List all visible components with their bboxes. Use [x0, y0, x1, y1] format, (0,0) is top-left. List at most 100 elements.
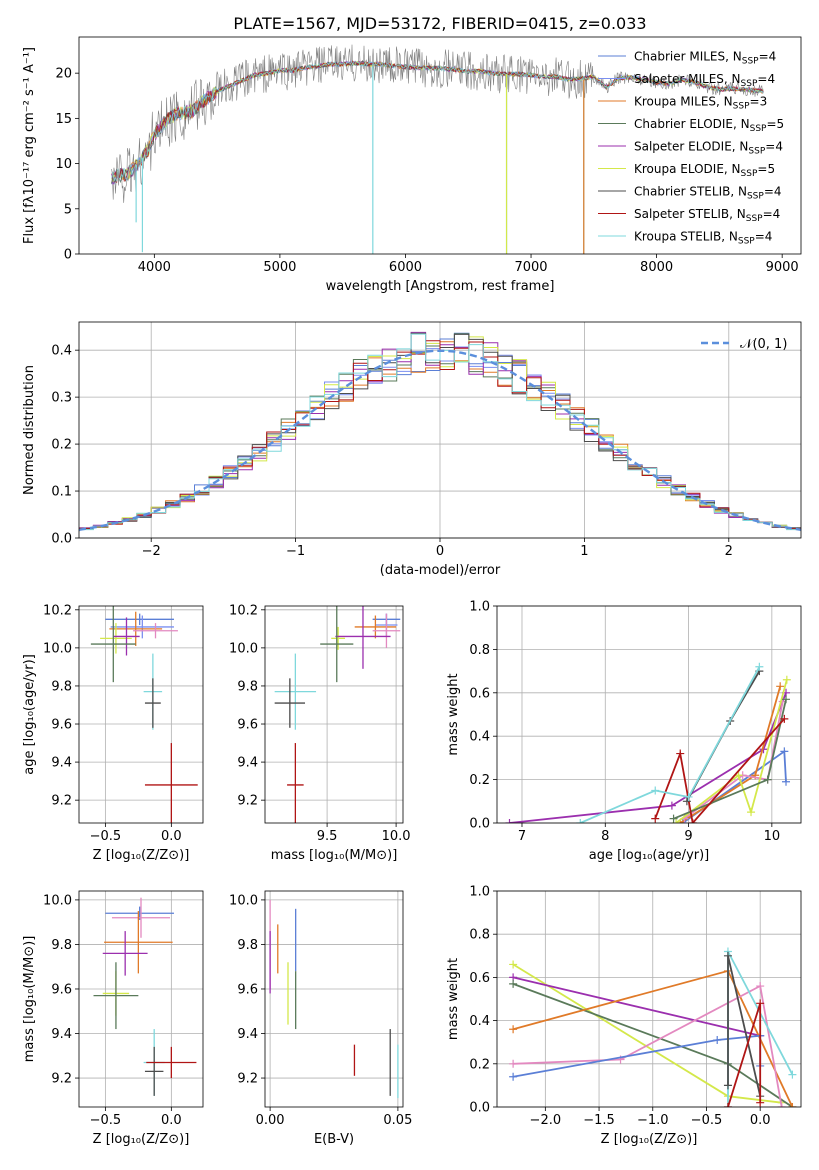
- panel-weight-vs-age: 7 8 9 10 0.0 0.2 0.4 0.6 0.8 1.0 age [log₁₀(age/yr…: [446, 600, 802, 863]
- axes-layer: 9.5 10.0 9.2 9.4 9.6 9.8 10.0 10.2 mass [log₁₀(M…: [229, 603, 411, 863]
- weight-point-marker: [734, 771, 743, 780]
- weight-point-marker: [788, 1070, 797, 1079]
- y-tick-label: 9.4: [237, 756, 258, 771]
- x-tick-label: 8000: [640, 260, 673, 275]
- legend-label: Chabrier STELIB, NSSP=4: [634, 185, 782, 202]
- weight-series-line: [512, 976, 761, 1037]
- plot-area: [509, 947, 797, 1107]
- x-axis-label: mass [log₁₀(M/M⊙)]: [271, 848, 398, 863]
- x-tick-label: 0.0: [161, 1113, 182, 1128]
- x-tick-label: −1: [286, 544, 305, 559]
- y-axis-label: Flux [fλ10⁻¹⁷ erg cm⁻² s⁻¹ A⁻¹]: [22, 47, 37, 244]
- legend-label-eq: =4: [764, 185, 782, 199]
- y-tick-label: 10.0: [43, 893, 72, 908]
- x-axis-label: Z [log₁₀(Z/Z⊙)]: [601, 1132, 698, 1147]
- legend-label-sub: SSP: [742, 57, 759, 67]
- y-tick-label: 0.8: [469, 928, 490, 943]
- weight-point-marker: [672, 819, 681, 823]
- legend-label-sub: SSP: [733, 102, 750, 112]
- weight-point-marker: [780, 714, 789, 723]
- y-tick-label: 10.0: [43, 641, 72, 656]
- x-axis-label: Z [log₁₀(Z/Z⊙)]: [93, 848, 190, 863]
- axes-layer: −0.5 0.0 9.2 9.4 9.6 9.8 10.0 10.2 Z [log₁₀(Z/Z⊙…: [22, 603, 204, 863]
- y-axis-label: Normed distribution: [22, 365, 37, 495]
- plot-area: [274, 606, 401, 823]
- legend-label: Kroupa STELIB, NSSP=4: [634, 230, 772, 247]
- y-tick-label: 0.2: [469, 773, 490, 788]
- x-tick-label: 0.0: [750, 1113, 771, 1128]
- weight-point-marker: [713, 1036, 722, 1045]
- x-tick-label: 7: [518, 829, 526, 844]
- weight-point-marker: [669, 814, 678, 823]
- x-tick-label: −2.0: [530, 1113, 562, 1128]
- axes-frame: [78, 890, 204, 1108]
- y-tick-label: 0.0: [469, 1101, 490, 1116]
- weight-point-marker: [723, 951, 732, 960]
- panel-mass-vs-Z: −0.5 0.0 9.2 9.4 9.6 9.8 10.0 Z [log₁₀(Z/Z⊙)] ma…: [22, 890, 204, 1147]
- legend-label: Chabrier MILES, NSSP=4: [634, 50, 776, 67]
- x-axis-label: Z [log₁₀(Z/Z⊙)]: [93, 1132, 190, 1147]
- x-tick-label: 0.0: [161, 829, 182, 844]
- plot-area: [111, 44, 764, 254]
- legend-label-sub: SSP: [750, 124, 767, 134]
- axes-frame: [78, 605, 204, 824]
- weight-point-marker: [782, 777, 791, 786]
- y-tick-label: 9.6: [51, 718, 72, 733]
- normal-curve: [79, 349, 801, 531]
- y-tick-label: 10.2: [229, 603, 258, 618]
- axes-frame: [496, 605, 802, 824]
- x-tick-label: 9000: [766, 260, 799, 275]
- y-tick-label: 9.8: [237, 679, 258, 694]
- legend-label-eq: =5: [757, 162, 775, 176]
- x-tick-label: −1.0: [637, 1113, 669, 1128]
- spectrum-model-line: [111, 60, 764, 182]
- y-tick-label: 5: [64, 202, 72, 217]
- weight-point-marker: [747, 808, 756, 817]
- x-axis-label: E(B-V): [314, 1132, 354, 1147]
- weight-point-marker: [756, 1098, 765, 1107]
- weight-series-line: [675, 679, 788, 823]
- y-tick-label: 0.4: [51, 344, 72, 359]
- legend-label-sub: SSP: [738, 237, 755, 247]
- legend-label-eq: =4: [759, 50, 777, 64]
- grid-layer: [265, 606, 403, 823]
- y-tick-label: 0.2: [469, 1057, 490, 1072]
- x-tick-label: 4000: [138, 260, 171, 275]
- x-tick-label: 2: [725, 544, 733, 559]
- y-tick-label: 0: [64, 248, 72, 263]
- legend-label-sub: SSP: [741, 79, 758, 89]
- weight-point-marker: [782, 675, 791, 684]
- y-tick-label: 9.4: [51, 1027, 72, 1042]
- y-tick-label: 10.2: [43, 603, 72, 618]
- x-tick-label: 7000: [514, 260, 547, 275]
- y-tick-label: 9.2: [51, 1072, 72, 1087]
- x-tick-label: 9.5: [317, 829, 338, 844]
- x-tick-label: 6000: [389, 260, 422, 275]
- y-tick-label: 1.0: [469, 600, 490, 615]
- y-tick-label: 9.4: [51, 756, 72, 771]
- weight-series-line: [513, 984, 783, 1107]
- y-tick-label: 9.6: [237, 718, 258, 733]
- weight-point-marker: [576, 819, 585, 823]
- panel-age-vs-mass: 9.5 10.0 9.2 9.4 9.6 9.8 10.0 10.2 mass [log₁₀(M…: [229, 603, 411, 863]
- axes-layer: 0.00 0.05 9.2 9.4 9.6 9.8 10.0 E(B-V): [229, 890, 412, 1147]
- x-axis-label: (data-model)/error: [380, 563, 501, 578]
- legend-label-main: Salpeter ELODIE, N: [634, 140, 748, 154]
- weight-point-marker: [723, 1081, 732, 1090]
- panel-weight-vs-Z: −2.0 −1.5 −1.0 −0.5 0.0 0.0 0.2 0.4 0.6 0.8 1.0 Z […: [446, 885, 802, 1147]
- axes-frame: [78, 321, 802, 539]
- weight-point-marker: [763, 775, 772, 784]
- y-tick-label: 9.6: [237, 982, 258, 997]
- weight-point-marker: [509, 1059, 518, 1068]
- y-tick-label: 20: [55, 67, 72, 82]
- y-tick-label: 9.4: [237, 1027, 258, 1042]
- y-tick-label: 9.6: [51, 982, 72, 997]
- weight-point-marker: [756, 999, 765, 1008]
- legend-label-sub: SSP: [748, 147, 765, 157]
- plot-area: [505, 662, 791, 823]
- weight-point-marker: [651, 786, 660, 795]
- x-axis-label: age [log₁₀(age/yr)]: [589, 848, 710, 863]
- axes-frame: [264, 890, 404, 1108]
- axes-frame: [496, 890, 802, 1108]
- legend-label: Salpeter MILES, NSSP=4: [634, 72, 775, 89]
